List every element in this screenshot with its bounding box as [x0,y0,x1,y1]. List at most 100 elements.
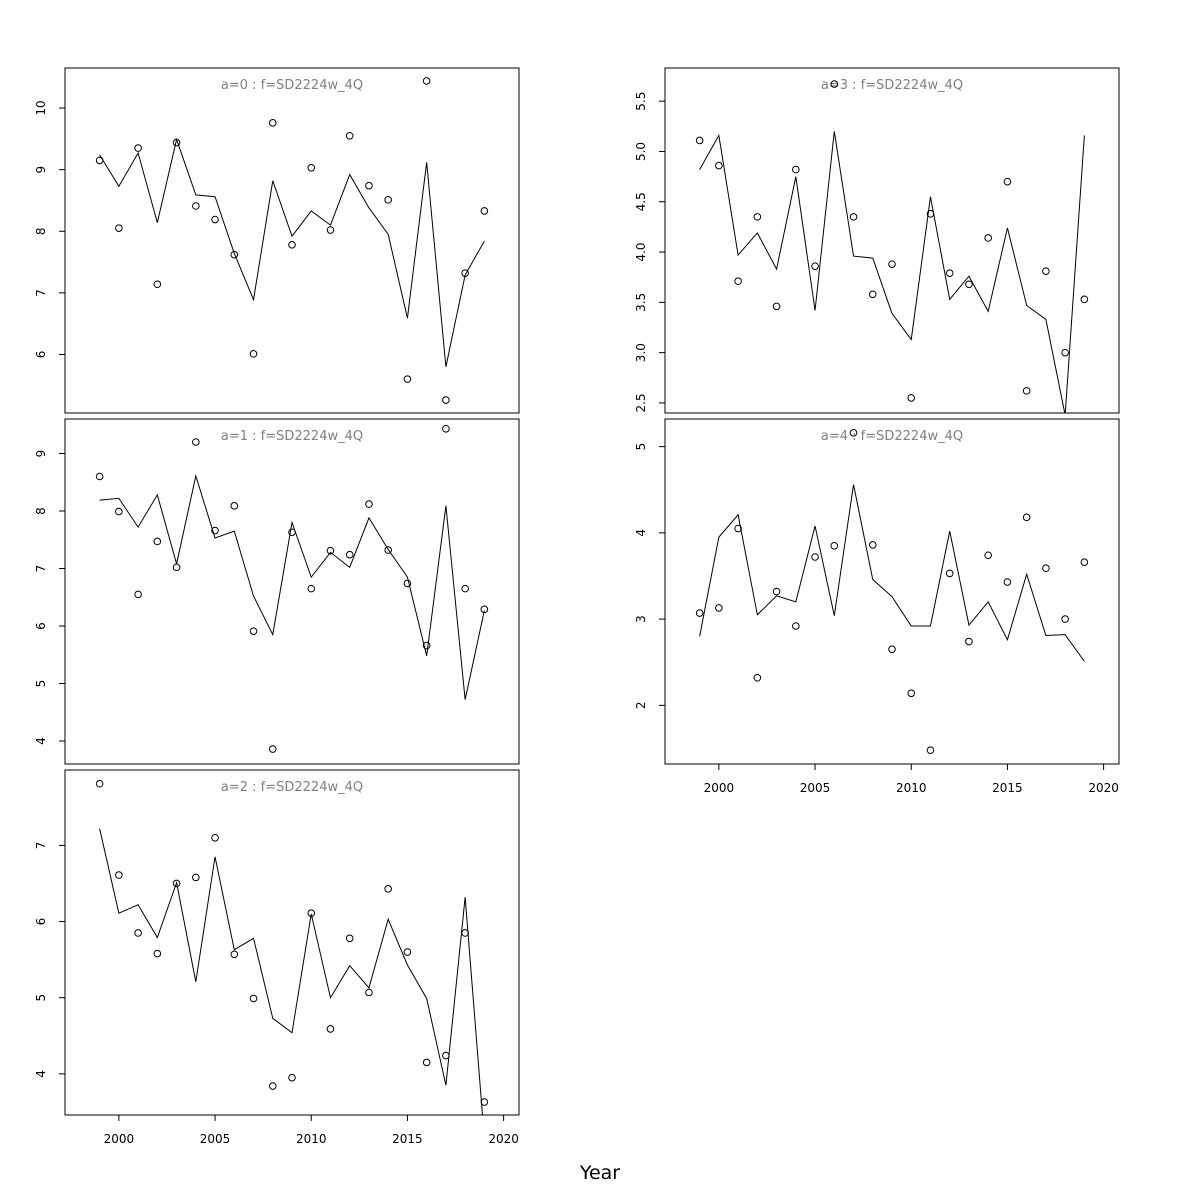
observed-point [945,569,954,578]
observed-point [365,181,373,190]
observed-point [772,302,781,311]
y-tick-label: 3.5 [634,293,648,312]
observed-point [792,622,800,630]
observed-point [734,524,742,533]
observed-point [230,250,239,259]
observed-point [830,80,839,88]
y-tick-label: 5.0 [634,142,648,161]
fitted-line [699,131,1085,413]
observed-point [461,584,469,593]
y-tick-label: 9 [34,450,48,458]
observed-point [134,144,142,152]
observed-point [1080,295,1089,304]
observed-point [888,645,896,654]
observed-point [268,745,277,753]
plot-area [99,828,483,1115]
observed-point [288,1073,296,1082]
observed-point [1042,564,1050,573]
observed-point [192,438,200,446]
x-tick-label: 2005 [800,781,831,795]
observed-point [249,627,258,635]
fitted-line [99,137,485,367]
observed-point [307,909,316,917]
observed-point [461,269,469,277]
x-tick-label: 2015 [392,1132,423,1146]
y-tick-label: 6 [34,351,48,359]
observed-point [830,541,839,550]
observed-point [422,77,431,85]
y-tick-label: 8 [34,227,48,235]
observed-point [95,472,104,481]
plot-area [699,484,1085,662]
plot-area [99,473,485,700]
observed-point [461,929,469,937]
observed-point [442,396,450,404]
observed-point [172,879,181,888]
observed-point [192,873,200,882]
panel-1: a=3 : f=SD2224w_4Q 2.5 3.0 3.5 4.0 4.5 5.0 5.5 [634,67,1120,414]
observed-point [288,528,296,537]
observed-point [115,507,123,516]
y-tick-label: 6 [34,918,48,926]
panel-0: a=0 : f=SD2224w_4Q 6 7 8 9 10 [34,67,520,414]
y-tick-label: 2 [634,702,648,710]
observed-point [868,290,877,299]
observed-point [480,1098,489,1106]
fitted-line [99,828,483,1115]
observed-point [153,949,162,958]
observed-point [715,604,723,612]
y-tick-label: 6 [34,622,48,630]
panel-frame [664,67,1120,414]
observed-point [326,226,335,234]
observed-point [1061,615,1069,623]
observed-point [734,277,742,286]
panel-3: a=4 : f=SD2224w_4Q 2 3 4 5 2000 2005 2010 2015 20… [634,418,1120,795]
observed-point [984,551,992,560]
observed-point [1003,177,1012,186]
observed-point [345,934,354,943]
y-tick-label: 5 [34,680,48,688]
observed-point [384,885,392,893]
observed-point [403,579,412,588]
y-tick-label: 3 [634,615,648,623]
observed-point [288,241,296,249]
observed-point [849,213,858,221]
x-tick-label: 2000 [704,781,735,795]
y-tick-label: 3.0 [634,343,648,362]
x-tick-label: 2010 [896,781,927,795]
panel-frame [664,418,1120,765]
observed-point [95,779,104,788]
y-tick-label: 10 [34,100,48,115]
plot-area [699,131,1085,413]
observed-point [945,269,954,277]
observed-point [984,234,992,242]
x-tick-label: 2000 [104,1132,135,1146]
y-tick-label: 4 [34,737,48,745]
observed-point [422,641,431,650]
observed-point [1022,387,1031,395]
observed-point [134,929,142,937]
panel-frame [64,769,520,1116]
observed-point [442,424,450,433]
observed-point [480,605,489,614]
panel-title: a=1 : f=SD2224w_4Q [221,429,363,444]
observed-point [268,119,277,127]
observed-point [307,164,316,172]
fitted-line [699,484,1085,662]
x-tick-label: 2020 [1088,781,1119,795]
observed-point [134,590,142,599]
observed-point [268,1082,277,1090]
observed-point [153,537,162,546]
observed-point [211,833,219,842]
panel-title: a=0 : f=SD2224w_4Q [221,78,363,93]
observed-point [811,553,819,561]
observed-point [115,224,123,232]
y-tick-label: 4 [634,529,648,537]
panel-title: a=3 : f=SD2224w_4Q [821,78,963,93]
plot-area [99,137,485,367]
observed-point [1061,348,1069,357]
x-tick-label: 2015 [992,781,1023,795]
panels-group: a=0 : f=SD2224w_4Q 6 7 8 9 10 a=3 : f=SD2224w_… [34,67,1120,1146]
observed-point [192,202,200,210]
